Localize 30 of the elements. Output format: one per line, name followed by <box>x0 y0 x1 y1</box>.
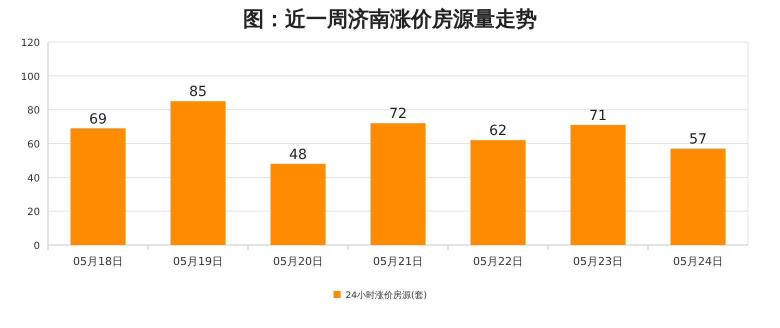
x-tick-label: 05月20日 <box>273 255 323 268</box>
x-tick-label: 05月24日 <box>673 255 723 268</box>
bar <box>70 128 126 245</box>
y-tick-label: 100 <box>20 72 40 83</box>
x-tick-label: 05月21日 <box>373 255 423 268</box>
y-tick-label: 60 <box>27 140 40 150</box>
x-tick-label: 05月22日 <box>473 255 523 268</box>
y-tick-label: 80 <box>27 106 40 117</box>
data-label: 72 <box>389 106 407 122</box>
bar <box>570 124 626 245</box>
legend-label: 24小时涨价房源(套) <box>346 290 427 301</box>
data-label: 57 <box>689 132 707 148</box>
y-tick-label: 40 <box>27 173 40 184</box>
bar <box>470 140 526 245</box>
bar <box>170 101 226 245</box>
y-tick-label: 0 <box>34 241 40 252</box>
data-label: 69 <box>89 111 107 128</box>
data-label: 85 <box>189 84 207 100</box>
bar <box>270 164 326 245</box>
bar <box>370 123 426 245</box>
x-tick-label: 05月19日 <box>173 255 223 268</box>
y-tick-label: 120 <box>20 38 40 49</box>
x-tick-label: 05月18日 <box>73 255 123 268</box>
data-label: 62 <box>489 123 507 140</box>
y-tick-label: 20 <box>27 207 40 218</box>
bar <box>670 148 726 245</box>
data-label: 71 <box>589 108 607 124</box>
x-tick-label: 05月23日 <box>573 255 623 268</box>
chart-title: 图：近一周济南涨价房源量走势 <box>243 7 537 31</box>
data-label: 48 <box>289 146 307 163</box>
